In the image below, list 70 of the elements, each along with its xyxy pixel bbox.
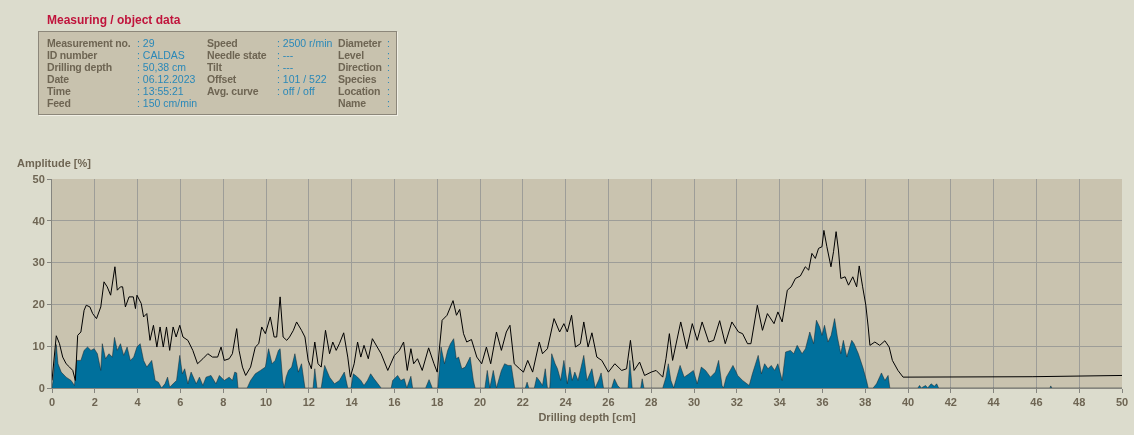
x-tick-label: 2 [91,396,98,409]
text: : 29 [137,37,155,49]
x-tick-label: 6 [177,396,184,409]
y-tick-label: 50 [32,172,45,185]
text: : [387,85,390,97]
text: ID number [47,49,98,61]
y-tick-label: 20 [32,298,45,311]
x-tick-label: 28 [645,396,658,409]
x-tick-label: 12 [302,396,315,409]
y-axis-title: Amplitude [%] [17,157,92,169]
x-tick-label: 26 [602,396,615,409]
text: Speed [207,37,238,49]
x-tick-label: 38 [859,396,872,409]
text: Name [338,97,366,109]
text: Level [338,49,364,61]
x-tick-label: 30 [687,396,701,409]
line-series [52,229,1122,381]
x-tick-label: 48 [1073,396,1086,409]
x-tick-label: 22 [516,396,529,409]
text: Feed [47,97,71,109]
text: : 2500 r/min [277,37,333,49]
text: Measurement no. [47,37,131,49]
text: : --- [277,61,294,73]
text: : [387,49,390,61]
y-tick-label: 40 [32,214,45,227]
x-tick-label: 18 [431,396,444,409]
x-tick-label: 42 [944,396,957,409]
text: : [387,61,390,73]
x-tick-label: 0 [48,396,56,409]
text: : [387,73,390,85]
text: : 101 / 522 [277,73,327,85]
text: Diameter [338,37,382,49]
x-tick-label: 40 [901,396,915,409]
x-tick-label: 32 [730,396,743,409]
text: Time [47,85,71,97]
x-tick-label: 8 [220,396,227,409]
x-tick-label: 14 [345,396,359,409]
text: : 06.12.2023 [137,73,196,85]
text: Direction [338,61,382,73]
y-tick-label: 10 [32,340,45,353]
text: : 150 cm/min [137,97,198,109]
y-tick-label: 0 [38,381,45,394]
text: Date [47,73,69,85]
text: : [387,37,390,49]
x-tick-label: 50 [1115,396,1129,409]
text: : --- [277,49,294,61]
text: : 50,38 cm [137,61,187,73]
x-tick-label: 36 [816,396,829,409]
text: : off / off [277,85,315,97]
x-tick-label: 16 [388,396,401,409]
x-axis-title: Drilling depth [cm] [538,411,636,424]
text: Tilt [207,61,222,73]
text: Offset [207,73,237,85]
y-tick-label: 30 [32,256,45,269]
text: : CALDAS [137,49,185,61]
text: : 13:55:21 [137,85,184,97]
x-tick-label: 24 [559,396,573,409]
x-tick-label: 44 [987,396,1001,409]
text: Needle state [207,49,267,61]
x-tick-label: 20 [473,396,487,409]
x-tick-label: 4 [134,396,142,409]
x-tick-label: 46 [1030,396,1043,409]
text: Species [338,73,377,85]
text: Drilling depth [47,61,112,73]
text: : [387,97,390,109]
text: Location [338,85,381,97]
text: Measuring / object data [47,13,181,27]
x-tick-label: 10 [259,396,273,409]
text: Avg. curve [207,85,259,97]
x-tick-label: 34 [773,396,787,409]
